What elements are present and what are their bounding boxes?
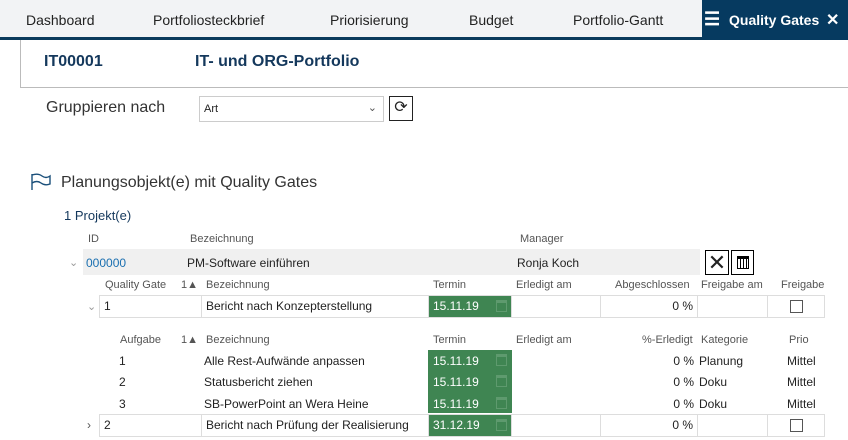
portfolio-title: IT- und ORG-Portfolio: [195, 53, 360, 70]
tab-priorisierung[interactable]: Priorisierung: [330, 12, 409, 28]
flag-icon: [31, 173, 51, 190]
menu-icon[interactable]: ☰: [704, 9, 721, 29]
calendar-icon: [737, 256, 749, 269]
col-erledigt-am: Erledigt am: [516, 279, 572, 291]
task-nr: 2: [119, 375, 126, 390]
tab-bar: Dashboard Portfoliosteckbrief Priorisier…: [0, 0, 848, 40]
gate-done-on[interactable]: [512, 415, 601, 436]
release-checkbox[interactable]: [789, 300, 803, 313]
col-name: Bezeichnung: [206, 279, 270, 291]
chevron-down-icon[interactable]: ⌄: [69, 257, 79, 269]
task-category: Doku: [699, 396, 728, 411]
task-row[interactable]: 3 SB-PowerPoint an Wera Heine 15.11.19 0…: [99, 393, 825, 414]
quality-gate-row[interactable]: 1 Bericht nach Konzepterstellung 15.11.1…: [99, 295, 825, 318]
project-name: PM-Software einführen: [187, 256, 310, 270]
task-prio: Mittel: [787, 396, 816, 411]
refresh-icon: ⟳: [394, 99, 408, 116]
calendar-icon[interactable]: [496, 354, 507, 366]
task-nr: 1: [119, 354, 126, 368]
section-title: Planungsobjekt(e) mit Quality Gates: [61, 174, 318, 191]
task-date-column: [428, 350, 512, 413]
col-name: Bezeichnung: [206, 334, 270, 346]
task-prio: Mittel: [787, 354, 816, 368]
gate-date[interactable]: 15.11.19: [429, 296, 512, 317]
col-id: ID: [88, 233, 99, 245]
task-date[interactable]: 15.11.19: [433, 375, 479, 390]
gate-closed: 0 %: [601, 296, 698, 317]
col-freigabe-am: Freigabe am: [701, 279, 763, 291]
tab-dashboard[interactable]: Dashboard: [26, 12, 95, 28]
sort-indicator[interactable]: 1▲: [181, 334, 199, 346]
project-id-link[interactable]: 000000: [86, 256, 127, 270]
col-manager: Manager: [520, 233, 564, 245]
task-pct: 0 %: [673, 354, 694, 368]
tab-portfolio-gantt[interactable]: Portfolio-Gantt: [573, 12, 664, 28]
gate-nr: 1: [100, 296, 202, 317]
tab-label: Quality Gates: [729, 12, 820, 28]
col-quality-gate[interactable]: Quality Gate: [105, 279, 167, 291]
gate-name: Bericht nach Prüfung der Realisierung: [202, 415, 429, 436]
gate-name: Bericht nach Konzepterstellung: [202, 296, 429, 317]
col-termin: Termin: [433, 279, 467, 291]
quality-gate-row[interactable]: 2 Bericht nach Prüfung der Realisierung …: [99, 414, 825, 437]
calendar-button[interactable]: [731, 250, 754, 275]
group-select-value: Art: [204, 103, 219, 115]
release-checkbox[interactable]: [789, 419, 803, 432]
project-row[interactable]: 000000 PM-Software einführen Ronja Koch: [83, 249, 700, 275]
chevron-down-icon[interactable]: ⌄: [87, 301, 97, 313]
portfolio-header: IT00001 IT- und ORG-Portfolio: [20, 40, 848, 88]
col-pct-erledigt: %-Erledigt: [642, 334, 693, 346]
col-erledigt-am: Erledigt am: [516, 334, 572, 346]
calendar-icon[interactable]: [496, 419, 507, 431]
calendar-icon[interactable]: [496, 375, 507, 388]
gate-done-on[interactable]: [512, 296, 601, 317]
remove-button[interactable]: ✕: [705, 250, 729, 275]
group-select[interactable]: Art ⌄: [199, 96, 384, 122]
chevron-right-icon[interactable]: ›: [87, 418, 91, 432]
task-nr: 3: [119, 396, 126, 411]
task-pct: 0 %: [673, 396, 694, 411]
project-manager: Ronja Koch: [517, 256, 580, 270]
task-name: Alle Rest-Aufwände anpassen: [204, 354, 365, 368]
col-termin: Termin: [433, 334, 467, 346]
gate-release-on[interactable]: [698, 296, 768, 317]
col-freigabe: Freigabe: [781, 279, 825, 291]
calendar-icon[interactable]: [496, 396, 507, 409]
gate-nr: 2: [100, 415, 202, 436]
task-row[interactable]: 2 Statusbericht ziehen 15.11.19 0 % Doku…: [99, 371, 825, 392]
col-abgeschlossen: Abgeschlossen: [615, 279, 690, 291]
tab-quality-gates[interactable]: ☰ Quality Gates ✕: [702, 0, 848, 40]
sort-indicator[interactable]: 1▲: [181, 279, 199, 291]
col-name: Bezeichnung: [190, 233, 254, 245]
task-date[interactable]: 15.11.19: [433, 354, 479, 368]
calendar-icon[interactable]: [496, 300, 507, 312]
task-row[interactable]: 1 Alle Rest-Aufwände anpassen 15.11.19 0…: [99, 350, 825, 371]
col-prio: Prio: [789, 334, 809, 346]
gate-closed: 0 %: [601, 415, 698, 436]
gate-release-on[interactable]: [698, 415, 768, 436]
refresh-button[interactable]: ⟳: [389, 96, 413, 121]
chevron-down-icon: ⌄: [367, 102, 377, 114]
tab-portfoliosteckbrief[interactable]: Portfoliosteckbrief: [153, 12, 265, 28]
task-category: Planung: [699, 354, 744, 368]
task-category: Doku: [699, 375, 728, 390]
task-name: SB-PowerPoint an Wera Heine: [204, 396, 369, 411]
col-kategorie: Kategorie: [701, 334, 749, 346]
task-prio: Mittel: [787, 375, 816, 390]
close-icon: ✕: [707, 250, 727, 275]
task-name: Statusbericht ziehen: [204, 375, 313, 390]
group-label: Gruppieren nach: [46, 99, 166, 116]
project-count: 1 Projekt(e): [64, 208, 132, 223]
portfolio-id: IT00001: [44, 53, 103, 70]
tab-budget[interactable]: Budget: [469, 12, 514, 28]
task-pct: 0 %: [673, 375, 694, 390]
close-icon[interactable]: ✕: [826, 12, 840, 29]
gate-date[interactable]: 31.12.19: [429, 415, 512, 436]
col-aufgabe[interactable]: Aufgabe: [120, 334, 161, 346]
task-date[interactable]: 15.11.19: [433, 396, 479, 411]
